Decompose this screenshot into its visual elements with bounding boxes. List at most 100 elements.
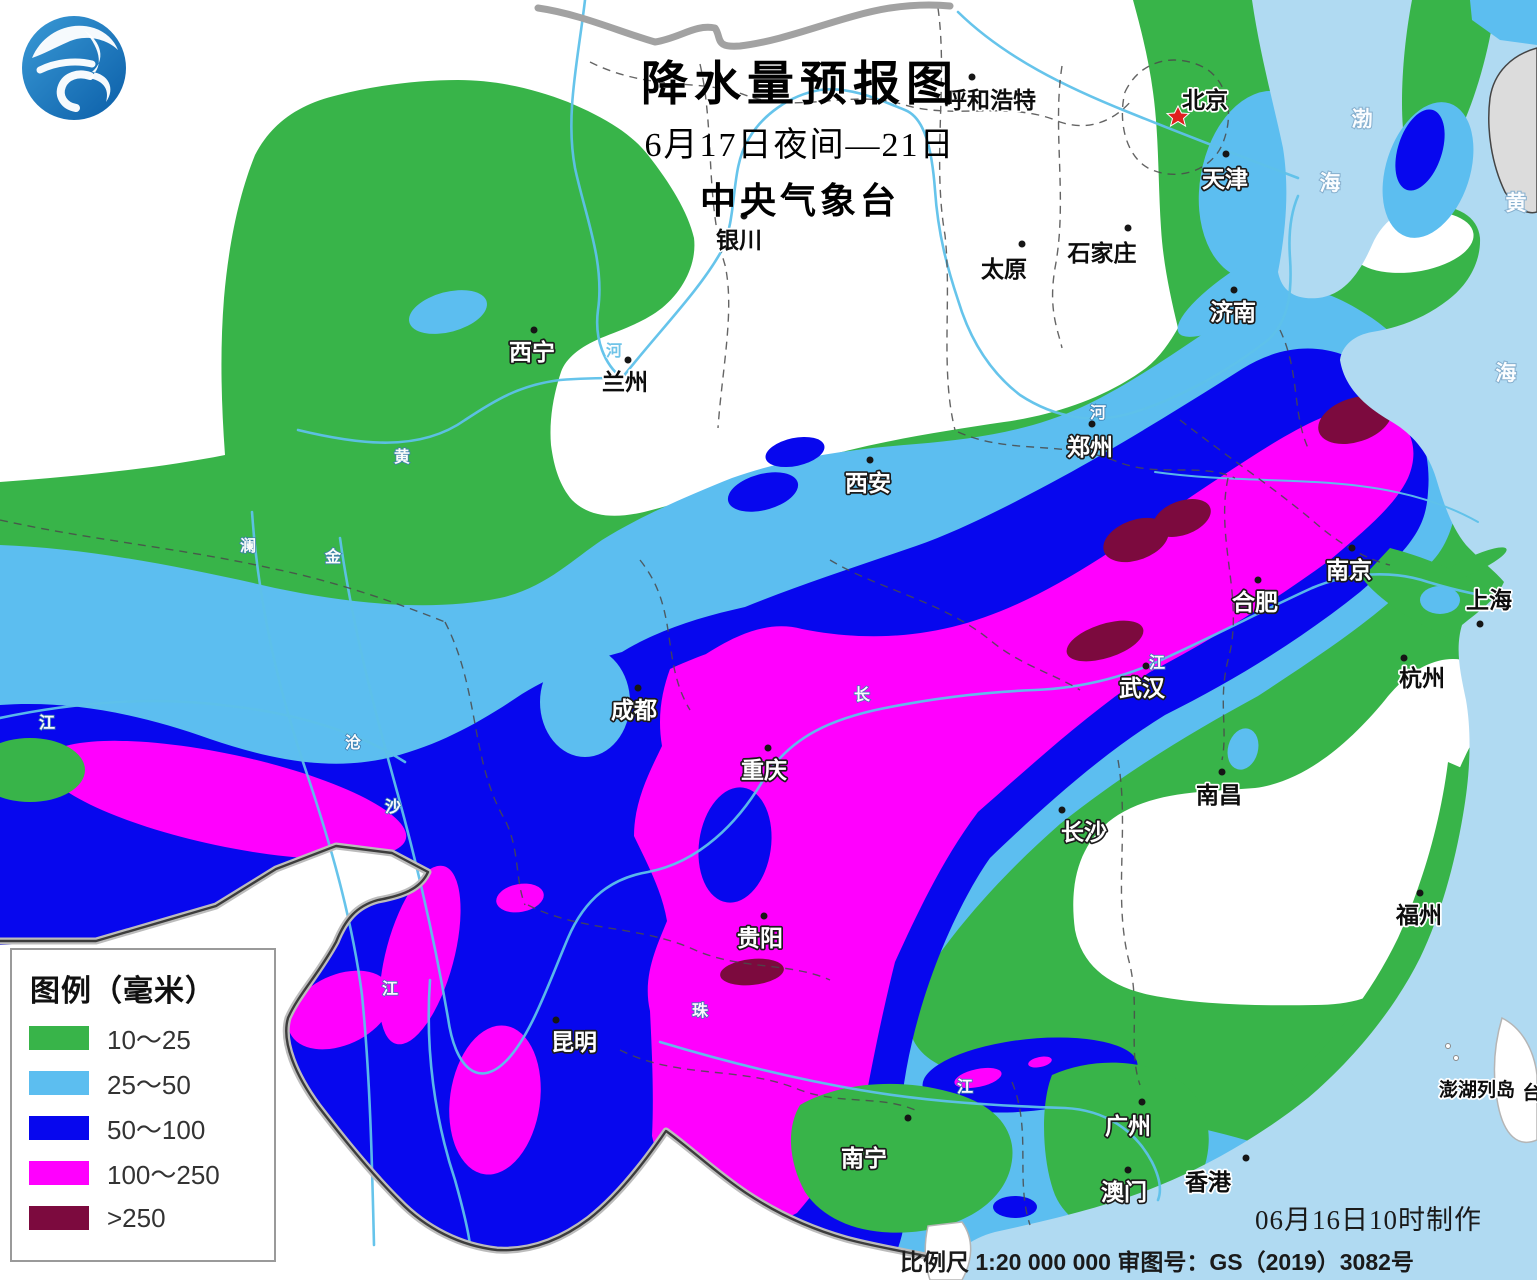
- city-label-penghu: 澎湖列岛: [1439, 1078, 1515, 1101]
- river-label: 河: [1090, 403, 1106, 422]
- legend-row: 25～50: [28, 1066, 274, 1100]
- city-label-wuhan: 武汉: [1119, 675, 1166, 701]
- legend-label: 50～100: [107, 1114, 206, 1145]
- huai-river: [1154, 471, 1479, 523]
- river-label: 长: [854, 685, 871, 704]
- city-label-taiwan-partial: 台: [1522, 1081, 1537, 1104]
- legend-row: >250: [28, 1201, 274, 1235]
- river-label: 珠: [692, 1001, 709, 1020]
- legend-label: 10～25: [107, 1024, 191, 1055]
- logo-swirl-dragon: [84, 30, 111, 102]
- lancang-river: [250, 510, 376, 1247]
- city-label-zhengzhou: 郑州: [1067, 434, 1113, 460]
- legend-row: 50～100: [28, 1111, 274, 1145]
- legend-title: 图例（毫米）: [30, 975, 216, 1008]
- post-sea-features: [924, 0, 1537, 1280]
- river-label: 江: [39, 714, 55, 732]
- city-label-xining: 西宁: [509, 339, 555, 365]
- cma-logo: [22, 16, 126, 120]
- legend-row: 100～250: [28, 1156, 274, 1190]
- river-label: 沙: [385, 798, 401, 816]
- river-label: 金: [324, 547, 342, 566]
- city-label-shijiazhuang: 石家庄: [1067, 240, 1137, 266]
- yuan-river: [427, 978, 472, 1247]
- city-label-chongqing: 重庆: [741, 757, 787, 783]
- legend-swatch-100-250: [29, 1161, 89, 1185]
- taiwan-island: [1493, 1016, 1537, 1144]
- river-labels: 河 黄 河 长 江 珠 江 澜 金 沧 沙 江 江: [38, 340, 1166, 1097]
- bohai-blue-patch: [1395, 109, 1445, 191]
- legend-label: 25～50: [107, 1069, 191, 1100]
- logo-swirl-bar: [36, 58, 96, 74]
- city-label-hefei: 合肥: [1232, 589, 1278, 615]
- logo-swirl-top: [32, 25, 118, 58]
- sea-label: 渤: [1352, 108, 1373, 131]
- river-label: 澜: [240, 536, 256, 555]
- city-label-jinan: 济南: [1210, 299, 1256, 325]
- city-label-changsha: 长沙: [1061, 819, 1107, 845]
- city-label-yinchuan: 银川: [716, 227, 762, 253]
- yellow-river-source: [570, 0, 624, 380]
- river-label: 沧: [345, 733, 361, 752]
- national-border: [0, 1, 954, 1260]
- city-label-fuzhou: 福州: [1395, 902, 1442, 928]
- legend: 图例（毫米） 10～25 25～50 50～100 100～250 >250: [10, 948, 276, 1262]
- city-label-guiyang: 贵阳: [737, 925, 783, 951]
- sw-border-core: [0, 844, 928, 1258]
- city-label-beijing: 北京: [1182, 87, 1228, 113]
- yangtze-river: [338, 536, 1504, 1075]
- north-river: [956, 10, 1300, 180]
- legend-label: 100～250: [107, 1159, 220, 1190]
- sea: [940, 0, 1537, 1280]
- city-label-tianjin: 天津: [1202, 166, 1248, 192]
- city-label-nanning: 南宁: [841, 1145, 887, 1171]
- sea-label: 海: [1320, 171, 1341, 195]
- lakes: [1227, 586, 1460, 770]
- sea-label: 海: [1496, 361, 1517, 385]
- legend-swatch-gt250: [29, 1206, 89, 1230]
- bohai-lb-corner: [1470, 0, 1537, 45]
- city-label-hohhot: 呼和浩特: [944, 87, 1036, 113]
- production-time: 06月16日10时制作: [1255, 1205, 1482, 1235]
- scale-and-approval: 比例尺 1:20 000 000 审图号：GS（2019）3082号 MESIS…: [900, 1249, 1414, 1280]
- penghu-islet: [1453, 1055, 1459, 1061]
- river-label: 江: [1149, 654, 1165, 672]
- legend-swatch-25-50: [29, 1071, 89, 1095]
- beijing-capital-star: [1165, 104, 1191, 128]
- legend-swatch-50-100: [29, 1116, 89, 1140]
- river-label: 江: [382, 980, 398, 998]
- city-label-lanzhou: 兰州: [602, 369, 648, 395]
- city-label-guangzhou: 广州: [1105, 1113, 1151, 1139]
- pearl-river: [658, 1040, 1162, 1202]
- city-label-hongkong: 香港: [1185, 1169, 1232, 1195]
- city-label-taiyuan: 太原: [981, 256, 1027, 282]
- city-label-macau: 澳门: [1101, 1179, 1147, 1205]
- city-label-shanghai: 上海: [1466, 587, 1512, 613]
- korea-gray: [1488, 47, 1537, 214]
- legend-swatch-10-25: [29, 1026, 89, 1050]
- mongolia-border: [534, 1, 954, 50]
- city-labels: 呼和浩特 北京 天津 石家庄 太原 银川 西宁 兰州 济南 郑州 西安 南京 合…: [507, 85, 1537, 1206]
- rain-region-gt250: [720, 396, 1392, 986]
- legend-label: >250: [107, 1202, 166, 1233]
- rivers: [0, 0, 1504, 1247]
- yarlung-river: [0, 699, 407, 764]
- sea-label: 黄: [1506, 192, 1527, 215]
- city-label-chengdu: 成都: [611, 697, 657, 723]
- city-label-xian: 西安: [845, 470, 891, 496]
- chongming-green: [1437, 547, 1507, 583]
- river-label: 江: [957, 1078, 973, 1096]
- city-label-kunming: 昆明: [551, 1029, 597, 1055]
- province-borders: [0, 7, 1391, 1226]
- yellow-river-upper: [296, 376, 624, 444]
- city-label-hangzhou: 杭州: [1399, 665, 1445, 691]
- penghu-islet: [1445, 1043, 1451, 1049]
- yellow-river-loop: [620, 88, 1300, 420]
- city-markers: [530, 73, 1484, 1174]
- city-label-nanjing: 南京: [1326, 557, 1372, 583]
- city-label-nanchang: 南昌: [1196, 782, 1242, 808]
- sea-labels: 渤 海 黄 海: [1319, 107, 1528, 386]
- river-label: 河: [606, 341, 622, 360]
